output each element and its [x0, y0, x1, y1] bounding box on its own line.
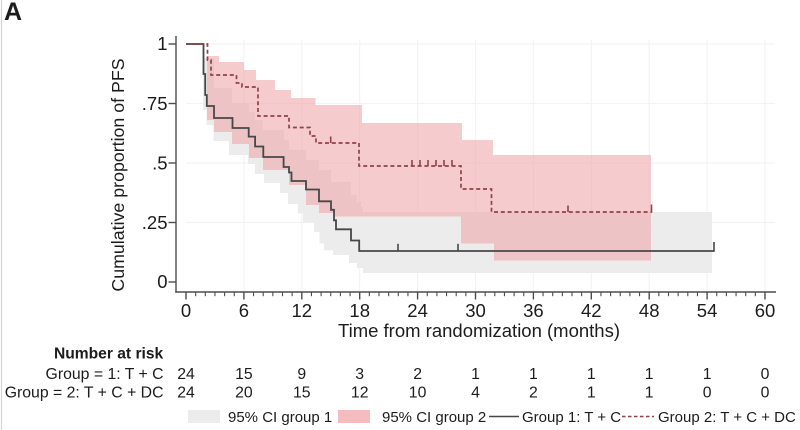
svg-text:A: A [4, 0, 22, 26]
svg-text:48: 48 [639, 300, 660, 321]
svg-text:1: 1 [157, 33, 167, 54]
svg-text:6: 6 [239, 300, 249, 321]
svg-text:0: 0 [761, 385, 770, 402]
svg-text:42: 42 [581, 300, 602, 321]
svg-text:54: 54 [697, 300, 718, 321]
svg-text:Group = 1: T + C: Group = 1: T + C [46, 366, 164, 383]
svg-text:60: 60 [755, 300, 776, 321]
svg-text:Number at risk: Number at risk [54, 346, 164, 363]
svg-text:4: 4 [471, 385, 480, 402]
svg-text:Group 1: T + C: Group 1: T + C [522, 409, 621, 426]
svg-text:9: 9 [297, 366, 306, 383]
svg-text:10: 10 [409, 385, 427, 402]
svg-text:.75: .75 [142, 93, 168, 114]
svg-text:Group = 2: T + C + DC: Group = 2: T + C + DC [5, 385, 164, 402]
svg-text:1: 1 [471, 366, 480, 383]
svg-text:12: 12 [292, 300, 313, 321]
svg-text:1: 1 [645, 366, 654, 383]
svg-text:1: 1 [587, 366, 596, 383]
svg-text:.5: .5 [152, 153, 167, 174]
svg-text:24: 24 [177, 385, 195, 402]
svg-text:2: 2 [413, 366, 422, 383]
svg-text:36: 36 [523, 300, 544, 321]
svg-text:1: 1 [529, 366, 538, 383]
svg-text:30: 30 [465, 300, 486, 321]
svg-text:3: 3 [355, 366, 364, 383]
svg-text:Group 2: T + C + DC: Group 2: T + C + DC [658, 409, 796, 426]
svg-text:1: 1 [587, 385, 596, 402]
svg-text:Cumulative proportion of PFS: Cumulative proportion of PFS [108, 58, 128, 291]
svg-text:1: 1 [645, 385, 654, 402]
svg-text:95% CI group 1: 95% CI group 1 [228, 409, 332, 426]
svg-text:15: 15 [235, 366, 253, 383]
svg-text:1: 1 [703, 366, 712, 383]
svg-text:24: 24 [177, 366, 195, 383]
svg-text:0: 0 [703, 385, 712, 402]
svg-text:0: 0 [181, 300, 191, 321]
svg-text:18: 18 [349, 300, 370, 321]
svg-text:12: 12 [351, 385, 369, 402]
svg-text:95% CI group 2: 95% CI group 2 [382, 409, 486, 426]
svg-text:Time from randomization (month: Time from randomization (months) [338, 320, 620, 341]
svg-text:24: 24 [407, 300, 428, 321]
svg-text:20: 20 [235, 385, 253, 402]
svg-text:0: 0 [761, 366, 770, 383]
svg-text:15: 15 [293, 385, 311, 402]
svg-text:.25: .25 [142, 212, 168, 233]
svg-text:0: 0 [157, 271, 167, 292]
svg-text:2: 2 [529, 385, 538, 402]
